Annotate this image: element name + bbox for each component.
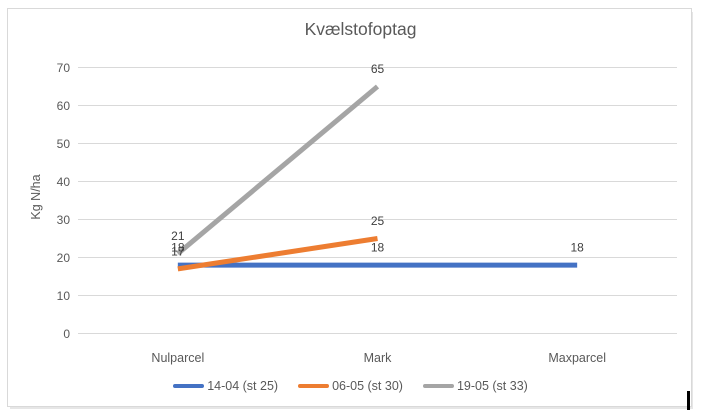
y-tick-label: 30 (57, 213, 71, 227)
legend-line-swatch (298, 383, 330, 389)
data-label: 18 (371, 241, 385, 255)
series-line[interactable] (176, 84, 380, 256)
y-tick-label: 0 (63, 327, 70, 341)
series-line[interactable] (177, 236, 378, 272)
legend-label: 14-04 (st 25) (207, 379, 279, 393)
data-label: 21 (171, 229, 185, 243)
legend-line-swatch (173, 383, 205, 389)
data-label: 18 (570, 241, 584, 255)
x-category-label: Maxparcel (548, 351, 606, 365)
x-category-label: Mark (364, 351, 393, 365)
legend-line-swatch (422, 383, 454, 389)
y-tick-label: 40 (57, 175, 71, 189)
data-label: 25 (371, 214, 385, 228)
legend-item[interactable]: 06-05 (st 30) (298, 378, 403, 394)
legend-item[interactable]: 19-05 (st 33) (422, 378, 528, 394)
y-tick-label: 60 (57, 99, 71, 113)
data-label: 65 (371, 62, 385, 76)
data-label: 18 (171, 241, 185, 255)
legend-label: 19-05 (st 33) (456, 379, 528, 393)
y-tick-label: 50 (57, 137, 71, 151)
x-category-label: Nulparcel (151, 351, 204, 365)
legend-label: 06-05 (st 30) (332, 379, 403, 393)
chart-frame[interactable] (7, 8, 692, 407)
y-tick-label: 10 (57, 289, 71, 303)
legend-item[interactable]: 14-04 (st 25) (173, 378, 278, 394)
chart-title[interactable]: Kvælstofoptag (304, 19, 417, 39)
y-tick-label: 70 (57, 61, 71, 75)
data-label: 17 (171, 244, 185, 258)
text-cursor (687, 391, 690, 410)
y-tick-label: 20 (57, 251, 71, 265)
legend: 14-04 (st 25) 06-05 (st 30) 19-05 (st 33) (0, 378, 701, 394)
